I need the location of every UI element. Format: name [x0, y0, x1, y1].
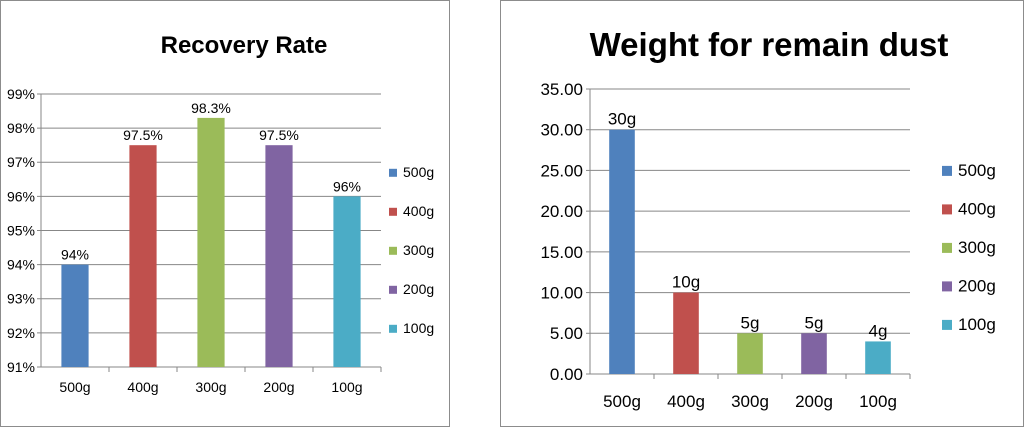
y-tick-label: 10.00: [540, 284, 583, 303]
data-label: 94%: [61, 247, 89, 263]
remain-dust-weight-chart: Weight for remain dust 0.00 5.00 10.00 15.00…: [500, 0, 1024, 427]
chart-title: Recovery Rate: [161, 32, 328, 59]
y-tick-label: 97%: [7, 154, 35, 170]
legend-swatch: [389, 207, 397, 216]
y-tick-label: 25.00: [540, 161, 583, 180]
data-label: 10g: [672, 273, 700, 292]
bar-300g: [197, 117, 225, 367]
legend-item: 300g: [403, 242, 434, 258]
legend-item: 400g: [403, 203, 434, 219]
legend-swatch: [389, 324, 397, 333]
legend-swatch: [942, 319, 952, 330]
legend-item: 200g: [958, 277, 996, 296]
legend-swatch: [389, 285, 397, 294]
bar-200g: [801, 333, 827, 374]
x-tick-label: 300g: [731, 392, 769, 411]
legend-swatch: [389, 246, 397, 255]
legend-item: 500g: [958, 161, 996, 180]
y-tick-label: 93%: [7, 291, 35, 307]
legend-swatch: [942, 281, 952, 292]
bar-500g: [609, 129, 635, 374]
legend-swatch: [942, 204, 952, 215]
x-tick-label: 300g: [195, 379, 226, 395]
y-tick-label: 92%: [7, 325, 35, 341]
bar-200g: [265, 145, 293, 367]
x-tick-label: 200g: [795, 392, 833, 411]
bar-400g: [129, 145, 157, 367]
data-label: 4g: [869, 321, 888, 340]
data-label: 5g: [805, 313, 824, 332]
data-label: 5g: [741, 313, 760, 332]
legend-item: 100g: [403, 320, 434, 336]
x-tick-label: 400g: [667, 392, 705, 411]
y-tick-label: 15.00: [540, 243, 583, 262]
legend-item: 500g: [403, 164, 434, 180]
legend-swatch: [942, 165, 952, 176]
legend-swatch: [389, 168, 397, 177]
bar-400g: [673, 292, 699, 374]
data-label: 97.5%: [259, 127, 299, 143]
y-tick-label: 91%: [7, 359, 35, 375]
y-tick-label: 35.00: [540, 80, 583, 99]
chart-title: Weight for remain dust: [590, 26, 949, 63]
y-tick-label: 20.00: [540, 202, 583, 221]
legend-swatch: [942, 242, 952, 253]
y-tick-label: 0.00: [550, 365, 583, 384]
data-label: 97.5%: [123, 127, 163, 143]
y-tick-label: 96%: [7, 188, 35, 204]
x-tick-label: 400g: [127, 379, 158, 395]
data-label: 96%: [333, 178, 361, 194]
bar-100g: [333, 196, 361, 367]
x-tick-label: 500g: [603, 392, 641, 411]
bar-500g: [61, 264, 89, 367]
recovery-rate-chart: Recovery Rate 91% 92% 93% 94% 95% 96% 97% 98% 99%…: [0, 0, 450, 427]
y-tick-label: 98%: [7, 120, 35, 136]
data-label: 98.3%: [191, 100, 231, 116]
legend-item: 300g: [958, 238, 996, 257]
x-tick-label: 100g: [331, 379, 362, 395]
x-tick-label: 100g: [859, 392, 897, 411]
bar-100g: [865, 341, 891, 374]
y-tick-label: 94%: [7, 257, 35, 273]
recovery-rate-chart-svg: Recovery Rate 91% 92% 93% 94% 95% 96% 97% 98% 99%…: [7, 32, 434, 395]
bar-300g: [737, 333, 763, 374]
y-tick-label: 95%: [7, 222, 35, 238]
legend-item: 400g: [958, 200, 996, 219]
x-tick-label: 500g: [59, 379, 90, 395]
y-tick-label: 99%: [7, 86, 35, 102]
legend-item: 100g: [958, 315, 996, 334]
x-tick-label: 200g: [263, 379, 294, 395]
y-tick-label: 5.00: [550, 324, 583, 343]
legend-item: 200g: [403, 281, 434, 297]
remain-dust-weight-chart-svg: Weight for remain dust 0.00 5.00 10.00 15.00…: [540, 26, 996, 411]
data-label: 30g: [608, 110, 636, 129]
y-tick-label: 30.00: [540, 121, 583, 140]
